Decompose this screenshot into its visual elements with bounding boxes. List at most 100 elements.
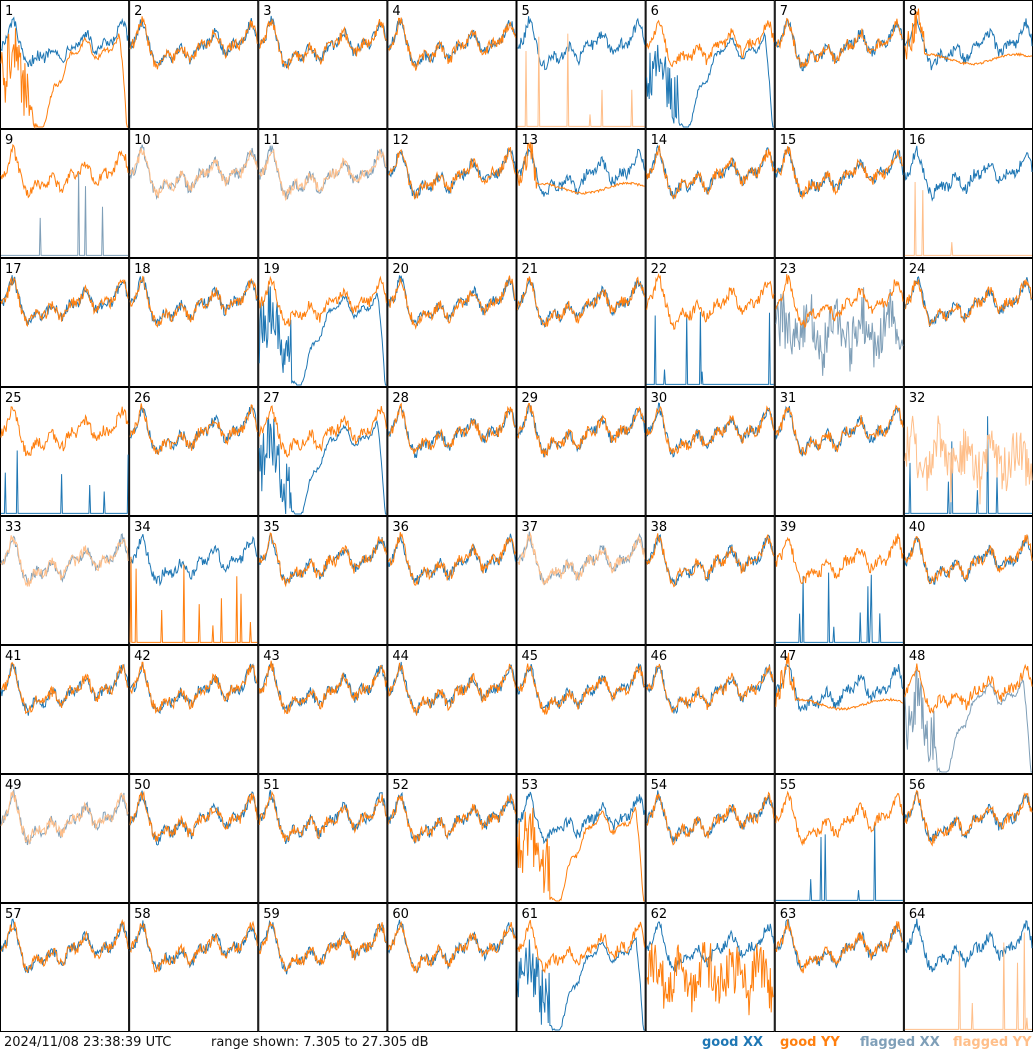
- panel-16: 16: [903, 129, 1033, 258]
- series-yy-28: [388, 402, 516, 455]
- panel-61: 61: [516, 903, 646, 1032]
- series-yy-49: [0, 790, 129, 846]
- panel-label: 40: [909, 520, 926, 535]
- series-yy-58: [129, 920, 258, 973]
- series-yy-40: [904, 534, 1033, 584]
- panel-label: 35: [263, 520, 280, 535]
- panel-frame: [0, 387, 130, 516]
- panel-60: 60: [387, 903, 517, 1032]
- panel-frame: [0, 903, 130, 1032]
- panel-25: 25: [0, 387, 130, 516]
- panel-21: 21: [516, 258, 646, 387]
- panel-frame: [774, 774, 904, 903]
- series-yy-10: [129, 147, 258, 199]
- panel-label: 10: [134, 133, 151, 148]
- panel-31: 31: [774, 387, 904, 516]
- panel-frame: [903, 903, 1033, 1032]
- panel-label: 31: [780, 391, 797, 406]
- series-yy-2: [129, 16, 258, 70]
- panel-frame: [903, 0, 1033, 129]
- series-yy-21: [517, 276, 646, 328]
- panel-22: 22: [645, 258, 775, 387]
- panel-4: 4: [387, 0, 517, 129]
- panel-frame: [258, 645, 388, 774]
- series-yy-12: [388, 146, 516, 200]
- series-yy-3: [258, 18, 387, 71]
- panel-24: 24: [903, 258, 1033, 387]
- panel-label: 2: [134, 4, 142, 19]
- panel-36: 36: [387, 516, 517, 645]
- panel-frame: [903, 516, 1033, 645]
- series-yy-35: [258, 532, 387, 588]
- series-yy-16: [904, 181, 1032, 256]
- series-yy-14: [646, 145, 775, 201]
- panel-label: 20: [392, 262, 409, 277]
- panel-label: 4: [392, 4, 400, 19]
- series-yy-55: [775, 790, 904, 847]
- panel-frame: [516, 387, 646, 516]
- series-xx-55: [775, 823, 903, 901]
- panel-40: 40: [903, 516, 1033, 645]
- panel-label: 48: [909, 649, 926, 664]
- range-text: range shown: 7.305 to 27.305 dB: [211, 1035, 429, 1050]
- panel-label: 39: [780, 520, 797, 535]
- series-xx-9: [1, 171, 129, 256]
- panel-frame: [129, 774, 259, 903]
- panel-label: 58: [134, 907, 151, 922]
- panel-frame: [258, 258, 388, 387]
- series-xx-32: [904, 416, 1032, 514]
- panel-frame: [516, 774, 646, 903]
- panel-label: 8: [909, 4, 917, 19]
- panel-label: 55: [780, 778, 797, 793]
- series-yy-26: [129, 403, 258, 455]
- series-xx-64: [904, 918, 1033, 973]
- panel-label: 56: [909, 778, 926, 793]
- panel-frame: [645, 516, 775, 645]
- panel-label: 11: [263, 133, 280, 148]
- panel-63: 63: [774, 903, 904, 1032]
- panel-19: 19: [258, 258, 388, 387]
- panel-label: 13: [522, 133, 539, 148]
- panel-15: 15: [774, 129, 904, 258]
- timestamp: 2024/11/08 23:38:39 UTC: [4, 1035, 172, 1050]
- panel-41: 41: [0, 645, 130, 774]
- series-yy-63: [775, 919, 904, 974]
- panel-frame: [774, 516, 904, 645]
- series-xx-6: [646, 31, 774, 128]
- panel-frame: [645, 129, 775, 258]
- series-xx-27: [258, 418, 387, 515]
- legend-flagged-xx: flagged XX: [860, 1035, 940, 1050]
- panel-10: 10: [129, 129, 259, 258]
- series-yy-42: [129, 661, 258, 714]
- series-yy-25: [0, 406, 129, 457]
- panel-frame: [387, 774, 517, 903]
- panel-38: 38: [645, 516, 775, 645]
- panel-frame: [258, 903, 388, 1032]
- series-xx-1: [0, 16, 129, 68]
- panel-label: 28: [392, 391, 409, 406]
- panel-3: 3: [258, 0, 388, 129]
- series-xx-39: [775, 572, 903, 643]
- series-yy-51: [258, 790, 387, 842]
- panel-33: 33: [0, 516, 130, 645]
- series-yy-13: [517, 142, 645, 195]
- series-yy-54: [646, 791, 775, 846]
- panel-label: 19: [263, 262, 280, 277]
- panel-frame: [903, 645, 1033, 774]
- panel-39: 39: [774, 516, 904, 645]
- panel-label: 29: [522, 391, 539, 406]
- panel-frame: [258, 0, 388, 129]
- series-yy-33: [0, 535, 129, 587]
- panel-frame: [387, 0, 517, 129]
- panel-label: 32: [909, 391, 926, 406]
- series-yy-9: [0, 143, 129, 199]
- panel-label: 5: [522, 4, 530, 19]
- panel-frame: [258, 516, 388, 645]
- series-yy-50: [129, 790, 258, 842]
- panel-50: 50: [129, 774, 259, 903]
- panel-56: 56: [903, 774, 1033, 903]
- panel-label: 50: [134, 778, 151, 793]
- panel-9: 9: [0, 129, 130, 258]
- panel-frame: [129, 387, 259, 516]
